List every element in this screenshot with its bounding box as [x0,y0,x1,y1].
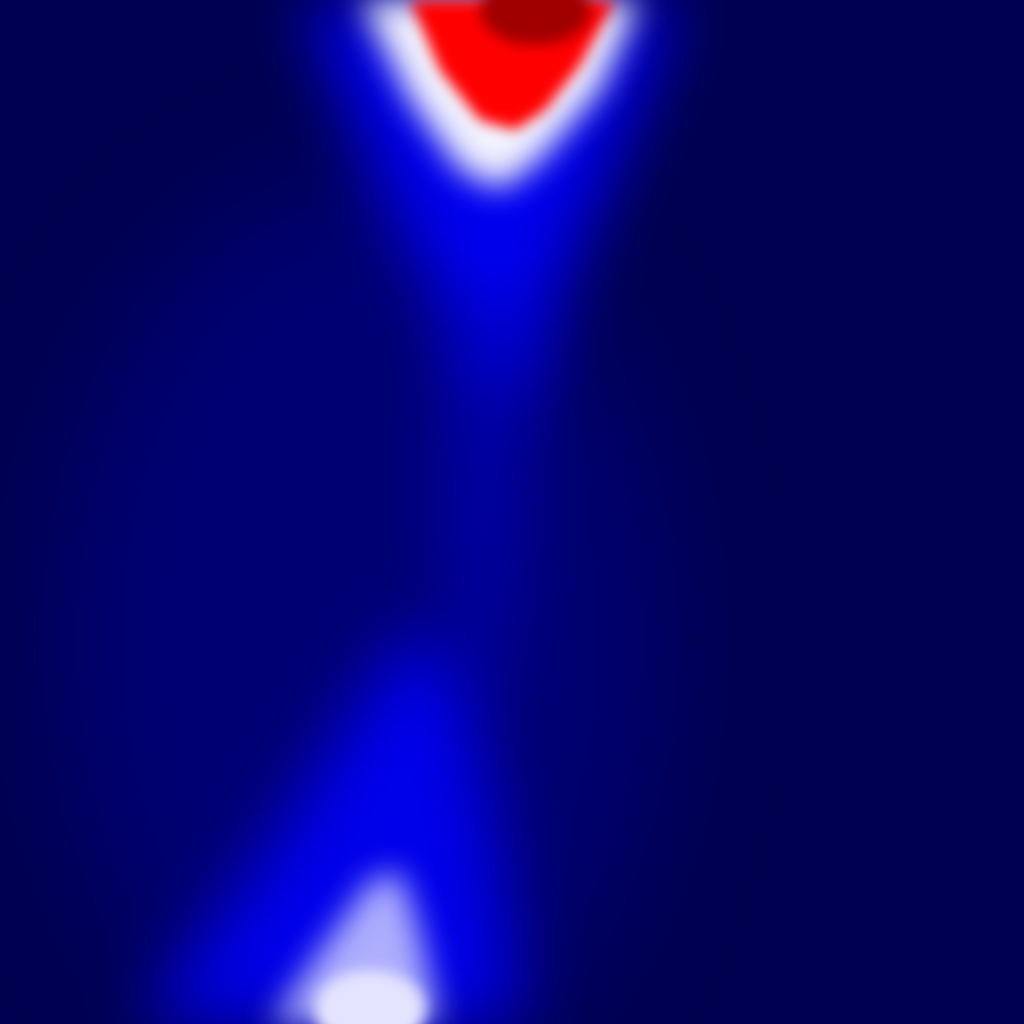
upper-red-core [480,0,590,45]
lower-blue-plume [140,620,520,1024]
blue-stem [440,300,540,700]
lower-pale-core [315,970,425,1024]
